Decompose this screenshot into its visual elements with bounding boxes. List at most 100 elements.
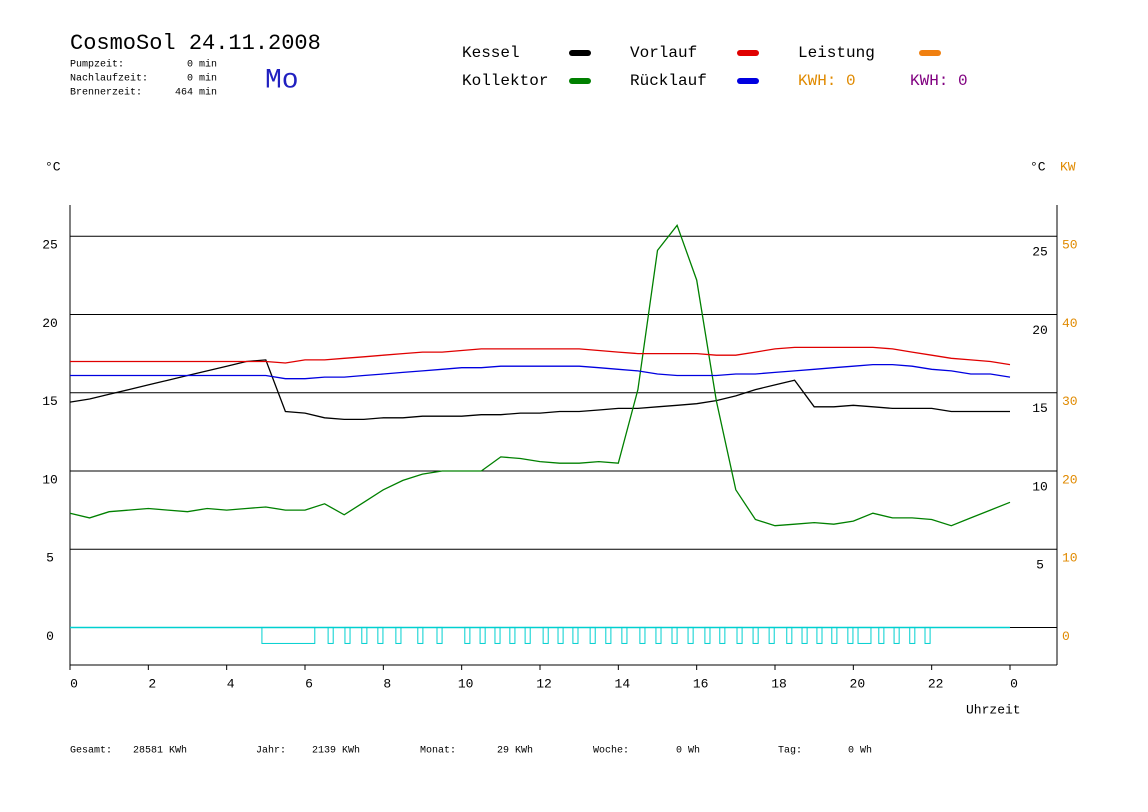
- legend-label: Vorlauf: [630, 44, 697, 62]
- pump-interval: [542, 626, 549, 644]
- footer-value: 0 Wh: [676, 745, 700, 757]
- footer-value: 29 KWh: [497, 745, 533, 757]
- footer-label: Woche:: [593, 745, 629, 757]
- y-tick-label: 10: [42, 472, 58, 487]
- pump-interval: [639, 626, 646, 644]
- pump-interval: [704, 626, 711, 644]
- pump-interval: [878, 626, 885, 644]
- chart-title: CosmoSol 24.11.2008: [70, 31, 321, 56]
- y-right-tick-label: 10: [1032, 479, 1048, 494]
- info-value: 0 min: [187, 73, 217, 85]
- series-line: [69, 223, 1011, 527]
- pump-interval: [655, 626, 662, 644]
- series-line: [70, 363, 1011, 380]
- x-tick-label: 12: [536, 676, 552, 691]
- pump-interval: [924, 626, 931, 644]
- y-right-tick-label: 5: [1036, 558, 1044, 573]
- pump-interval: [605, 626, 612, 644]
- pump-interval: [786, 626, 793, 644]
- pump-interval: [589, 626, 596, 644]
- y-tick-label: 5: [46, 551, 54, 566]
- x-axis-label: Uhrzeit: [966, 702, 1021, 717]
- y-right-tick-label: 20: [1032, 323, 1048, 338]
- pump-interval: [524, 626, 531, 644]
- pump-interval: [494, 626, 501, 644]
- x-tick-label: 0: [1010, 676, 1018, 691]
- pump-interval: [479, 626, 486, 644]
- x-tick-label: 4: [227, 676, 235, 691]
- y2-tick-label: 50: [1062, 238, 1078, 253]
- y2-unit: KW: [1060, 159, 1076, 174]
- y-tick-label: 15: [42, 394, 58, 409]
- x-tick-label: 2: [148, 676, 156, 691]
- footer-value: 0 Wh: [848, 745, 872, 757]
- pump-interval: [377, 626, 384, 644]
- series-line: [70, 346, 1011, 366]
- pump-interval: [768, 626, 775, 644]
- legend-label: Rücklauf: [630, 72, 707, 90]
- footer-label: Jahr:: [256, 745, 286, 757]
- x-tick-label: 14: [615, 676, 631, 691]
- y2-tick-label: 10: [1062, 551, 1078, 566]
- footer-label: Monat:: [420, 746, 456, 757]
- x-tick-label: 6: [305, 676, 313, 691]
- pump-interval: [436, 626, 443, 644]
- pump-interval: [557, 626, 564, 644]
- pump-interval: [327, 626, 334, 644]
- pump-interval: [801, 626, 808, 644]
- pump-interval: [909, 626, 916, 644]
- kwh-label: KWH: 0: [798, 72, 856, 90]
- info-label: Pumpzeit:: [70, 59, 124, 71]
- pump-interval: [671, 626, 678, 644]
- y-right-tick-label: 15: [1032, 401, 1048, 416]
- pump-interval: [719, 626, 726, 644]
- y-unit-right: °C: [1030, 159, 1046, 174]
- x-tick-label: 18: [771, 676, 787, 691]
- pump-interval: [687, 626, 694, 644]
- pump-interval: [344, 626, 351, 644]
- info-label: Brennerzeit:: [70, 87, 142, 99]
- info-label: Nachlaufzeit:: [70, 73, 148, 85]
- y-right-tick-label: 25: [1032, 245, 1048, 260]
- pump-interval: [417, 626, 424, 644]
- pump-interval: [816, 626, 823, 644]
- y-tick-label: 25: [42, 238, 58, 253]
- x-tick-label: 22: [928, 676, 944, 691]
- footer-label: Gesamt:: [70, 746, 112, 757]
- pump-interval: [857, 626, 872, 644]
- weekday: Mo: [265, 65, 299, 96]
- kwh-label: KWH: 0: [910, 72, 968, 90]
- pump-interval: [831, 626, 838, 644]
- y2-tick-label: 0: [1062, 629, 1070, 644]
- footer-value: 2139 KWh: [312, 745, 360, 757]
- pump-interval: [395, 626, 402, 644]
- y2-tick-label: 40: [1062, 316, 1078, 331]
- legend-label: Leistung: [798, 44, 875, 62]
- x-tick-label: 0: [70, 676, 78, 691]
- info-value: 464 min: [175, 87, 217, 99]
- pump-interval: [847, 626, 854, 644]
- pump-interval: [464, 626, 471, 644]
- x-tick-label: 20: [850, 676, 866, 691]
- pump-interval: [893, 626, 900, 644]
- legend-label: Kollektor: [462, 72, 548, 90]
- series-line: [69, 359, 1010, 421]
- pump-interval: [752, 626, 759, 644]
- y2-tick-label: 30: [1062, 394, 1078, 409]
- y-tick-label: 20: [42, 316, 58, 331]
- y-tick-label: 0: [46, 629, 54, 644]
- pump-interval: [509, 626, 516, 644]
- pump-interval: [361, 626, 368, 644]
- legend-label: Kessel: [462, 44, 520, 62]
- pump-interval: [621, 626, 628, 644]
- pump-interval: [261, 626, 316, 644]
- pump-interval: [572, 626, 579, 644]
- footer-value: 28581 KWh: [133, 745, 187, 757]
- info-value: 0 min: [187, 59, 217, 71]
- pump-interval: [736, 626, 743, 644]
- x-tick-label: 8: [383, 676, 391, 691]
- y-unit: °C: [45, 159, 61, 174]
- footer-label: Tag:: [778, 746, 802, 757]
